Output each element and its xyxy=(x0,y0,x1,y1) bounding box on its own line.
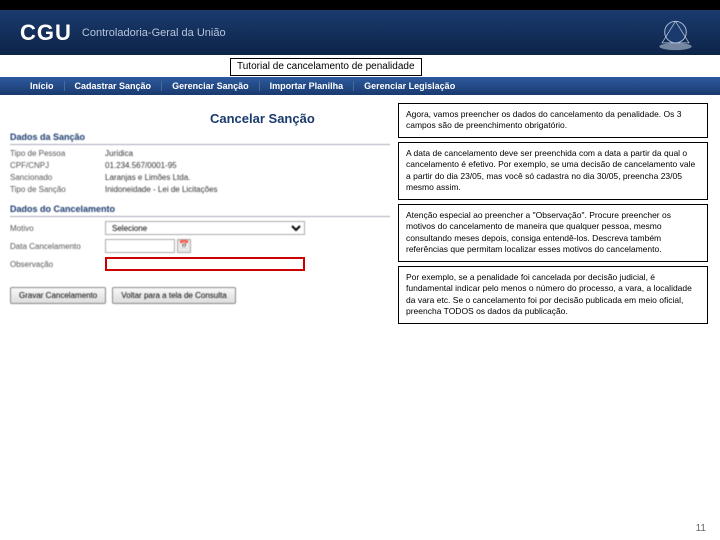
nav-bar: Início Cadastrar Sanção Gerenciar Sanção… xyxy=(0,77,720,95)
page-title: Cancelar Sanção xyxy=(210,111,390,126)
section-dados-cancelamento: Dados do Cancelamento xyxy=(10,204,390,217)
info-box-2: A data de cancelamento deve ser preenchi… xyxy=(398,142,708,200)
nav-gerenciar[interactable]: Gerenciar Sanção xyxy=(162,81,260,91)
label-tipo-pessoa: Tipo de Pessoa xyxy=(10,149,105,158)
emblem-icon xyxy=(650,13,700,53)
row-motivo: Motivo Selecione xyxy=(10,221,390,235)
value-tipo-pessoa: Jurídica xyxy=(105,149,133,158)
buttons-row: Gravar Cancelamento Voltar para a tela d… xyxy=(10,287,390,304)
logo-area: CGU Controladoria-Geral da União xyxy=(20,20,226,46)
field-tipo-pessoa: Tipo de Pessoa Jurídica xyxy=(10,149,390,158)
logo-subtitle: Controladoria-Geral da União xyxy=(82,27,226,39)
label-obs: Observação xyxy=(10,260,105,269)
label-cpf: CPF/CNPJ xyxy=(10,161,105,170)
top-bar xyxy=(0,0,720,10)
info-box-4: Por exemplo, se a penalidade foi cancela… xyxy=(398,266,708,324)
row-data: Data Cancelamento 📅 xyxy=(10,239,390,253)
row-obs: Observação xyxy=(10,257,390,271)
calendar-icon[interactable]: 📅 xyxy=(177,239,191,253)
tutorial-title: Tutorial de cancelamento de penalidade xyxy=(237,61,415,72)
label-sancionado: Sancionado xyxy=(10,173,105,182)
gravar-button[interactable]: Gravar Cancelamento xyxy=(10,287,106,304)
field-cpf: CPF/CNPJ 01.234.567/0001-95 xyxy=(10,161,390,170)
label-tipo-sancao: Tipo de Sanção xyxy=(10,185,105,194)
logo-text: CGU xyxy=(20,20,72,46)
info-box-1: Agora, vamos preencher os dados do cance… xyxy=(398,103,708,138)
tutorial-title-box: Tutorial de cancelamento de penalidade xyxy=(230,58,422,76)
header: CGU Controladoria-Geral da União xyxy=(0,10,720,55)
nav-cadastrar[interactable]: Cadastrar Sanção xyxy=(65,81,163,91)
field-sancionado: Sancionado Laranjas e Limões Ltda. xyxy=(10,173,390,182)
label-motivo: Motivo xyxy=(10,224,105,233)
nav-legislacao[interactable]: Gerenciar Legislação xyxy=(354,81,465,91)
value-tipo-sancao: Inidoneidade - Lei de Licitações xyxy=(105,185,218,194)
value-cpf: 01.234.567/0001-95 xyxy=(105,161,177,170)
label-data: Data Cancelamento xyxy=(10,242,105,251)
info-box-3: Atenção especial ao preencher a "Observa… xyxy=(398,204,708,262)
select-motivo[interactable]: Selecione xyxy=(105,221,305,235)
nav-importar[interactable]: Importar Planilha xyxy=(260,81,355,91)
page-number: 11 xyxy=(696,523,706,534)
field-tipo-sancao: Tipo de Sanção Inidoneidade - Lei de Lic… xyxy=(10,185,390,194)
input-data[interactable] xyxy=(105,239,175,253)
input-obs[interactable] xyxy=(105,257,305,271)
value-sancionado: Laranjas e Limões Ltda. xyxy=(105,173,190,182)
left-panel: Cancelar Sanção Dados da Sanção Tipo de … xyxy=(10,103,390,328)
nav-inicio[interactable]: Início xyxy=(20,81,65,91)
content-area: Cancelar Sanção Dados da Sanção Tipo de … xyxy=(0,95,720,336)
section-dados-sancao: Dados da Sanção xyxy=(10,132,390,145)
voltar-button[interactable]: Voltar para a tela de Consulta xyxy=(112,287,235,304)
right-panel: Agora, vamos preencher os dados do cance… xyxy=(398,103,708,328)
